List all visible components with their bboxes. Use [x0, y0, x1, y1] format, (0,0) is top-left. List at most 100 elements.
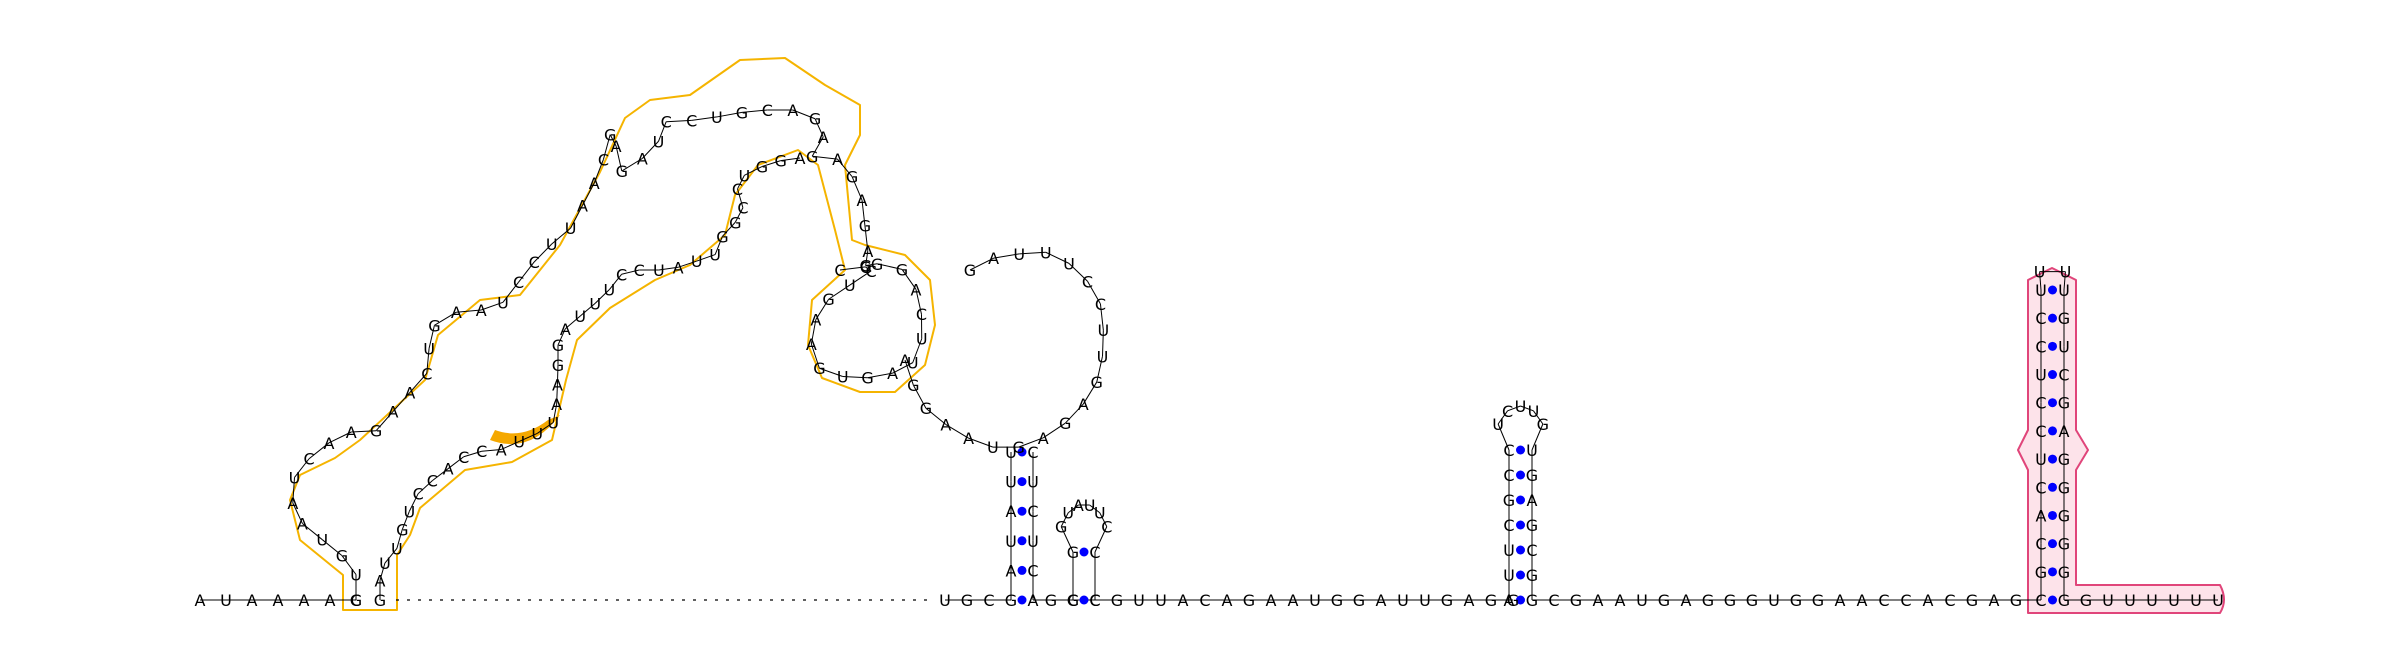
- nucleotide-stem_mid: G: [1526, 516, 1538, 535]
- nucleotide-b2: C: [1089, 591, 1100, 610]
- nucleotide-loop3: G: [1091, 373, 1103, 392]
- backbone-link: [292, 477, 296, 503]
- nucleotide-loop3: A: [940, 416, 951, 435]
- backbone-link: [1045, 251, 1070, 264]
- nucleotide-b3: G: [1485, 591, 1497, 610]
- base-pair-dot: [2048, 567, 2057, 577]
- nucleotide-d1_left: U: [844, 276, 856, 295]
- nucleotide-stem_term: U: [2035, 366, 2047, 385]
- nucleotide-hp_mid: G: [1537, 415, 1549, 434]
- nucleotide-d1_left: C: [686, 111, 697, 130]
- nucleotide-stem_mid: U: [1503, 566, 1515, 585]
- nucleotide-d1_left: G: [736, 103, 748, 122]
- backbone-link: [696, 254, 716, 262]
- nucleotide-d1_right: A: [560, 320, 571, 339]
- nucleotide-d1_left: C: [421, 364, 432, 383]
- nucleotide-d1_left: G: [859, 257, 871, 276]
- nucleotide-b5: U: [2168, 591, 2180, 610]
- nucleotide-stem_mid: C: [1526, 541, 1537, 560]
- nucleotide-d1_left: C: [350, 591, 361, 610]
- nucleotide-s5prime: A: [247, 591, 258, 610]
- nucleotide-d1_left: C: [834, 261, 845, 280]
- nucleotide-d1_left: G: [809, 110, 821, 129]
- nucleotide-s5prime: A: [195, 591, 206, 610]
- nucleotide-loop3: A: [1038, 429, 1049, 448]
- backbone-link: [849, 270, 872, 286]
- nucleotide-d1_left: A: [346, 423, 357, 442]
- nucleotide-stem_term: G: [2058, 591, 2070, 610]
- nucleotide-d1_right: G: [716, 227, 728, 246]
- nucleotide-d1_left: U: [907, 354, 919, 373]
- nucleotide-b4: G: [1812, 591, 1824, 610]
- nucleotide-b3: A: [1222, 591, 1233, 610]
- backbone-link: [1082, 381, 1098, 405]
- backbone-link: [1067, 504, 1079, 514]
- backbone-link: [536, 422, 554, 434]
- nucleotide-stem_term: U: [2035, 281, 2047, 300]
- nucleotide-stem_center: A: [1028, 591, 1039, 610]
- nucleotide-d1_right: A: [443, 460, 454, 479]
- nucleotide-stem_center: U: [1005, 532, 1017, 551]
- backbone-link: [594, 289, 610, 304]
- nucleotide-stem_term: G: [2035, 563, 2047, 582]
- backbone-link: [811, 136, 824, 157]
- nucleotide-d1_right: A: [673, 258, 684, 277]
- nucleotide-d1_left: C: [762, 101, 773, 120]
- nucleotide-b3: A: [1266, 591, 1277, 610]
- backbone-link: [408, 493, 419, 512]
- nucleotide-loop3: U: [1063, 254, 1075, 273]
- backbone-link: [379, 562, 386, 581]
- nucleotide-d1_left: G: [896, 260, 908, 279]
- nucleotide-stem_mid: U: [1526, 441, 1538, 460]
- backbone-link: [481, 448, 502, 452]
- base-pair-dot: [1516, 470, 1525, 480]
- backbone-link: [658, 266, 679, 271]
- base-pair-dot: [1017, 506, 1027, 516]
- nucleotide-hp_mid: U: [1515, 397, 1527, 416]
- backbone-link: [901, 269, 917, 290]
- backbone-link: [302, 523, 323, 540]
- nucleotide-d1_left: A: [577, 197, 588, 216]
- nucleotide-d1_left: U: [289, 468, 301, 487]
- nucleotide-b4: G: [1966, 591, 1978, 610]
- backbone-link: [456, 309, 482, 313]
- nucleotide-stem_term: C: [2035, 591, 2046, 610]
- backbone-link: [876, 263, 903, 270]
- nucleotide-d1_right: C: [476, 442, 487, 461]
- nucleotide-stem_mid: G: [1526, 466, 1538, 485]
- nucleotide-b4: A: [1593, 591, 1604, 610]
- nucleotide-d1_left: A: [476, 301, 487, 320]
- backbone-link: [447, 456, 465, 470]
- backbone-link: [810, 319, 817, 345]
- nucleotide-d1_left: A: [810, 311, 821, 330]
- nucleotide-stem_mid: C: [1503, 516, 1514, 535]
- base-pair-dot: [2048, 398, 2057, 408]
- nucleotide-d1_left: G: [370, 422, 382, 441]
- backbone-link: [741, 109, 768, 113]
- nucleotide-hp_small: U: [1062, 504, 1074, 523]
- nucleotide-b4: G: [1570, 591, 1582, 610]
- nucleotide-d1_left: G: [813, 359, 825, 378]
- backbone-link: [564, 315, 581, 330]
- backbone-link: [294, 458, 310, 478]
- backbone-link: [463, 450, 482, 458]
- backbone-link: [557, 328, 566, 346]
- nucleotide-loop3: C: [1095, 295, 1106, 314]
- backbone-link: [551, 227, 571, 245]
- backbone-link: [744, 166, 763, 176]
- backbone-link: [292, 502, 303, 524]
- backbone-link: [1096, 356, 1103, 383]
- backbone-link: [1068, 263, 1088, 282]
- backbone-link: [417, 480, 433, 495]
- nucleotide-b5: U: [2190, 591, 2202, 610]
- nucleotide-b4: G: [1790, 591, 1802, 610]
- nucleotide-d1_right: A: [375, 571, 386, 590]
- base-pair-dot: [2048, 285, 2057, 295]
- nucleotide-hp_small: G: [1055, 518, 1067, 537]
- nucleotide-stem_small: C: [1089, 543, 1100, 562]
- backbone-link: [341, 555, 357, 575]
- nucleotide-b4: A: [1989, 591, 2000, 610]
- backbone-link: [865, 263, 878, 267]
- backbone-link: [434, 311, 457, 326]
